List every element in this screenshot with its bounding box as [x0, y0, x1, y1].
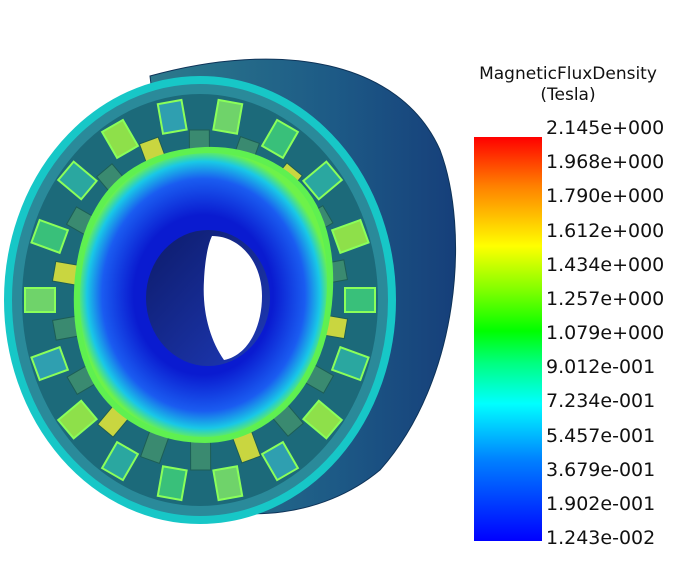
stator-tooth — [330, 345, 370, 382]
stator-tooth — [212, 465, 244, 502]
legend-title: MagneticFluxDensity — [479, 64, 657, 84]
stator-tooth — [100, 440, 140, 482]
stator-tooth — [56, 160, 99, 201]
stator-tooth — [344, 287, 376, 313]
stator-tooth — [56, 399, 99, 440]
stator-tooth — [260, 440, 300, 482]
colorbar-tick-label: 7.234e-001 — [546, 390, 656, 413]
colorbar-tick-label: 1.434e+000 — [546, 253, 665, 276]
colorbar-tick-label: 1.079e+000 — [546, 322, 665, 344]
stator-tooth — [100, 118, 140, 160]
stator-tooth — [260, 118, 300, 160]
legend-unit: (Tesla) — [540, 85, 596, 105]
stator-tooth — [30, 345, 70, 382]
colorbar-tick-label: 1.968e+000 — [546, 151, 665, 174]
motor-render — [4, 58, 457, 524]
bore-opening — [203, 236, 262, 360]
colorbar-tick-label: 3.679e-001 — [546, 458, 656, 481]
stator-tooth — [24, 287, 56, 313]
colorbar-tick-label: 2.145e+000 — [546, 117, 665, 139]
rotor — [73, 146, 334, 444]
colorbar-tick-label: 1.243e-002 — [546, 527, 656, 549]
stator-tooth — [30, 218, 70, 255]
colorbar-tick-label: 9.012e-001 — [546, 356, 656, 379]
colorbar-tick-label: 1.790e+000 — [546, 185, 665, 208]
colorbar-tick-label: 5.457e-001 — [546, 424, 656, 447]
colorbar-tick-label: 1.612e+000 — [546, 219, 665, 242]
stator-tooth — [156, 98, 188, 135]
colorbar-tick-label: 1.257e+000 — [546, 287, 665, 310]
stator-tooth — [301, 399, 344, 440]
colorbar-tick-label: 1.902e-001 — [546, 492, 656, 515]
stator-tooth — [301, 160, 344, 201]
stator-tooth — [212, 98, 244, 135]
stator-tooth — [156, 465, 188, 502]
colorbar — [474, 137, 542, 541]
stator-tooth — [330, 218, 370, 255]
